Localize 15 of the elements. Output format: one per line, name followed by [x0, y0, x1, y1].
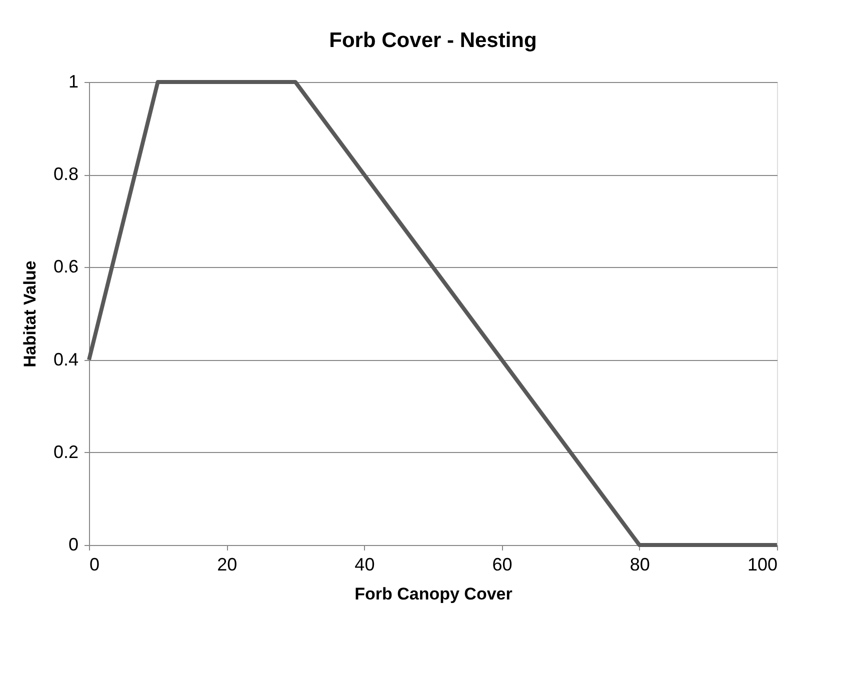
y-tick-label: 0: [68, 534, 78, 554]
x-tick-label: 20: [217, 554, 238, 574]
y-tick-label: 0.2: [53, 442, 78, 462]
y-tick-label: 0.4: [53, 349, 78, 370]
x-axis-title: Forb Canopy Cover: [354, 584, 513, 604]
x-tick-label: 60: [492, 554, 512, 574]
x-tick-label: 80: [630, 554, 650, 574]
y-tick-label: 0.8: [53, 164, 78, 184]
x-tick-label: 100: [747, 554, 778, 574]
y-tick-label: 0.6: [53, 256, 78, 277]
x-tick-label: 40: [354, 554, 375, 574]
chart-title: Forb Cover - Nesting: [329, 29, 537, 52]
x-tick-label: 0: [90, 554, 100, 574]
y-axis-title: Habitat Value: [20, 260, 40, 368]
y-tick-label: 1: [68, 72, 78, 92]
